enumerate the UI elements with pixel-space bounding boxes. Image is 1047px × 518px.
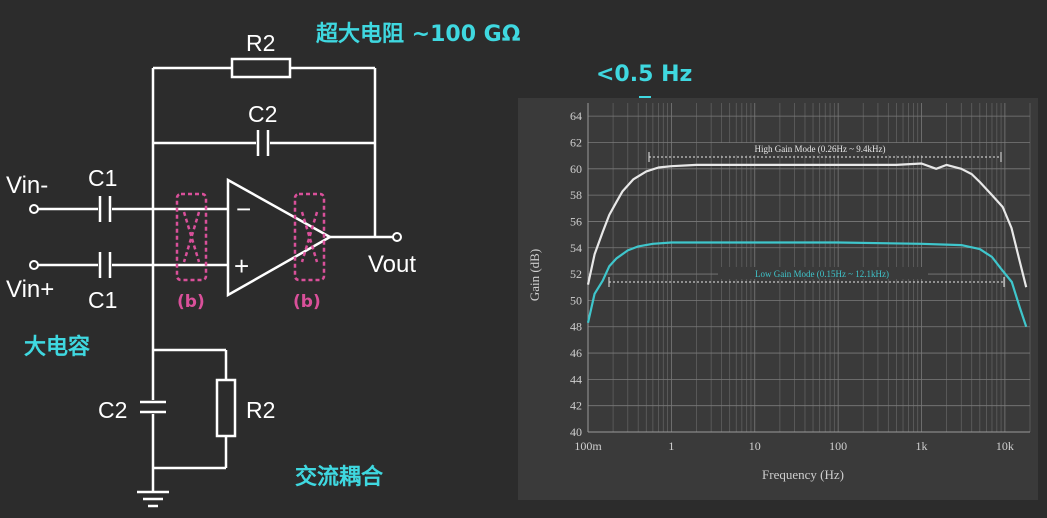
- x-tick-label: 1: [668, 439, 674, 453]
- terminal-vin-plus: [29, 260, 39, 270]
- y-tick-label: 40: [570, 425, 582, 439]
- annotation-big-capacitor: 大电容: [24, 334, 90, 360]
- chopper-box-left: [175, 192, 208, 282]
- y-tick-label: 62: [570, 135, 582, 149]
- chopper-cross-left: [182, 211, 201, 263]
- terminal-vin-minus: [29, 204, 39, 214]
- x-tick-label: 10: [749, 439, 761, 453]
- x-tick-label: 100: [829, 439, 847, 453]
- label-c2-bottom: C2: [98, 397, 127, 423]
- label-c1-top: C1: [88, 165, 117, 191]
- y-tick-label: 44: [570, 372, 582, 386]
- chart-series: [586, 162, 1028, 328]
- chopper-label-right: (b): [293, 292, 321, 312]
- series-line-low-gain: [586, 241, 1028, 328]
- series-line-high-gain: [586, 162, 1028, 288]
- resistor-r2-top: [230, 57, 292, 79]
- label-c2-top: C2: [248, 101, 277, 127]
- chopper-cross-right: [300, 211, 319, 263]
- series-label-low-gain: Low Gain Mode (0.15Hz ~ 12.1kHz): [755, 269, 889, 279]
- chart-grid: [587, 103, 1031, 433]
- y-tick-labels: 40 42 44 46 48 50 52 54 56 58 60 62 64: [570, 109, 582, 439]
- y-tick-label: 64: [570, 109, 582, 123]
- high-gain-range-marker: High Gain Mode (0.26Hz ~ 9.4kHz): [648, 143, 1002, 162]
- annotation-low-cutoff: <0.5 Hz: [596, 62, 692, 87]
- y-tick-label: 46: [570, 346, 582, 360]
- x-axis-label: Frequency (Hz): [762, 467, 844, 482]
- label-vin-plus: Vin+: [6, 276, 54, 303]
- opamp-minus-sign: −: [236, 194, 251, 224]
- resistor-r2-bottom: [215, 378, 237, 438]
- y-tick-label: 48: [570, 320, 582, 334]
- opamp-triangle: [226, 177, 333, 298]
- y-tick-label: 54: [570, 241, 582, 255]
- opamp-plus-sign: +: [234, 251, 249, 281]
- label-c1-bottom: C1: [88, 287, 117, 313]
- x-tick-label: 10k: [996, 439, 1014, 453]
- label-r2-top: R2: [246, 30, 275, 56]
- circuit-diagram: − + (b) (b) R2 C2 C1 Vin- Vin+ C1 Vout C…: [6, 30, 416, 508]
- label-vin-minus: Vin-: [6, 172, 48, 199]
- annotation-big-resistor: 超大电阻 ~100 GΩ: [316, 22, 521, 47]
- y-tick-label: 58: [570, 188, 582, 202]
- y-tick-label: 60: [570, 162, 582, 176]
- y-tick-label: 42: [570, 399, 582, 413]
- label-vout: Vout: [368, 251, 416, 278]
- label-r2-bottom: R2: [246, 397, 275, 423]
- y-axis-label: Gain (dB): [527, 249, 542, 301]
- series-label-high-gain: High Gain Mode (0.26Hz ~ 9.4kHz): [754, 144, 885, 154]
- y-tick-label: 50: [570, 293, 582, 307]
- x-tick-label: 100m: [574, 439, 602, 453]
- y-tick-label: 56: [570, 214, 582, 228]
- low-gain-range-marker: Low Gain Mode (0.15Hz ~ 12.1kHz): [608, 267, 1005, 287]
- y-tick-label: 52: [570, 267, 582, 281]
- chopper-box-right: [293, 192, 326, 282]
- x-tick-labels: 100m 1 10 100 1k 10k: [574, 439, 1014, 453]
- x-tick-label: 1k: [916, 439, 928, 453]
- chopper-label-left: (b): [177, 292, 205, 312]
- terminal-vout: [392, 232, 402, 242]
- annotation-ac-coupling: 交流耦合: [295, 464, 384, 490]
